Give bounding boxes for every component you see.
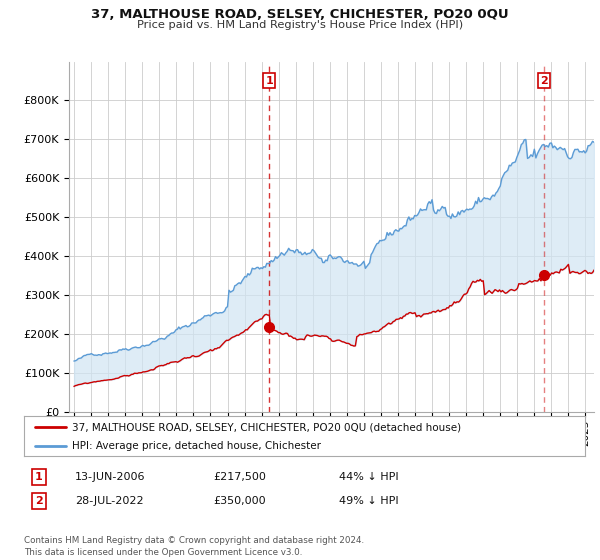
Text: £350,000: £350,000 xyxy=(213,496,266,506)
Text: Price paid vs. HM Land Registry's House Price Index (HPI): Price paid vs. HM Land Registry's House … xyxy=(137,20,463,30)
Text: 1: 1 xyxy=(265,76,273,86)
Text: 49% ↓ HPI: 49% ↓ HPI xyxy=(339,496,398,506)
Text: Contains HM Land Registry data © Crown copyright and database right 2024.
This d: Contains HM Land Registry data © Crown c… xyxy=(24,536,364,557)
Text: 13-JUN-2006: 13-JUN-2006 xyxy=(75,472,146,482)
Text: HPI: Average price, detached house, Chichester: HPI: Average price, detached house, Chic… xyxy=(71,441,320,451)
Text: 1: 1 xyxy=(35,472,43,482)
Text: £217,500: £217,500 xyxy=(213,472,266,482)
Text: 28-JUL-2022: 28-JUL-2022 xyxy=(75,496,143,506)
Text: 44% ↓ HPI: 44% ↓ HPI xyxy=(339,472,398,482)
Text: 37, MALTHOUSE ROAD, SELSEY, CHICHESTER, PO20 0QU: 37, MALTHOUSE ROAD, SELSEY, CHICHESTER, … xyxy=(91,8,509,21)
Text: 2: 2 xyxy=(35,496,43,506)
Text: 2: 2 xyxy=(540,76,548,86)
Text: 37, MALTHOUSE ROAD, SELSEY, CHICHESTER, PO20 0QU (detached house): 37, MALTHOUSE ROAD, SELSEY, CHICHESTER, … xyxy=(71,422,461,432)
